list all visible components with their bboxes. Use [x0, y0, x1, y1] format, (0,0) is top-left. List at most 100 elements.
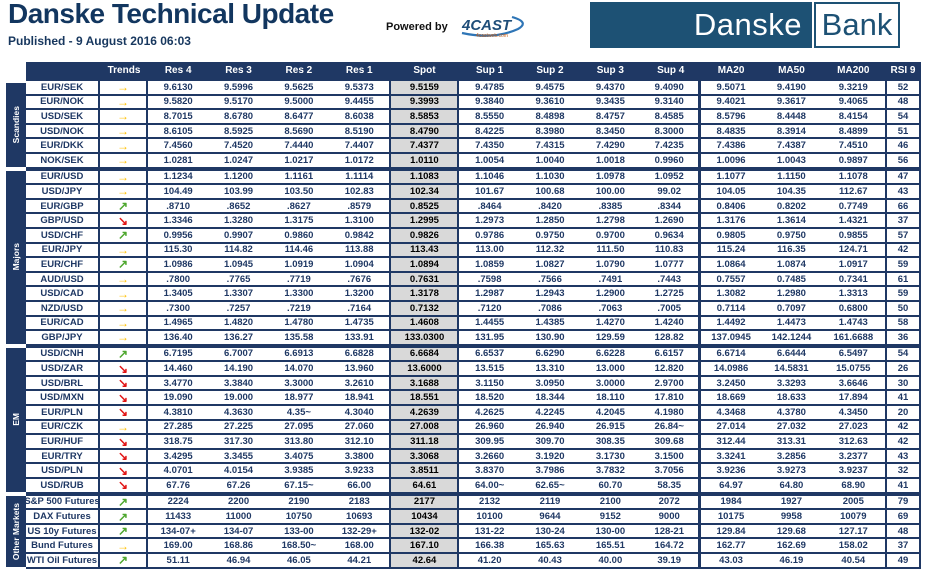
- cell-sup-1: .8464: [477, 200, 502, 212]
- cell-sup-2: 0.9750: [535, 229, 565, 241]
- cell-ma200: 158.02: [838, 540, 868, 552]
- table-row-eur-dkk: EUR/DKK → 7.4560 7.4520 7.4440 7.4407 7.4377 7.…: [26, 139, 921, 154]
- cell-res-2: 4.35~: [286, 406, 311, 418]
- cell-ma20: 7.4386: [716, 140, 746, 152]
- cell-res-3: 1.0247: [224, 154, 254, 166]
- cell-ma20: 1.3082: [716, 288, 746, 300]
- cell-ma200: 0.9897: [838, 154, 868, 166]
- cell-res-1: 168.00: [344, 540, 374, 552]
- trend-right-arrow-icon: →: [100, 153, 148, 167]
- cell-res-1: 102.83: [344, 185, 374, 197]
- cell-sup-1: 309.95: [475, 436, 505, 448]
- cell-res-2: 168.50~: [281, 540, 317, 552]
- instrument-label: USD/SEK: [26, 110, 100, 123]
- cell-ma200: 8.4899: [838, 125, 868, 137]
- cell-res-4: 104.49: [163, 185, 193, 197]
- table-row-aud-usd: AUD/USD → .7800 .7765 .7719 .7676 0.7631 .7598.…: [26, 272, 921, 288]
- cell-ma200: 161.6688: [833, 331, 874, 343]
- cell-res-4: 7.4560: [163, 140, 193, 152]
- cell-ma50: 1927: [780, 496, 802, 508]
- cell-spot: 9.5159: [389, 81, 460, 94]
- cell-ma200: 2005: [842, 496, 864, 508]
- cell-rsi-9: 30: [884, 376, 921, 390]
- cell-sup-3: 111.50: [596, 244, 625, 256]
- cell-sup-4: 9000: [641, 510, 701, 523]
- instrument-label: USD/CHF: [26, 228, 100, 242]
- cell-rsi-9: 36: [884, 331, 921, 344]
- instrument-label: S&P 500 Futures: [26, 495, 100, 509]
- cell-spot: 13.6000: [389, 362, 460, 375]
- cell-sup-3: 308.35: [595, 436, 625, 448]
- trend-right-arrow-icon: →: [100, 331, 148, 344]
- cell-res-3: .7257: [226, 302, 251, 314]
- cell-res-3: 7.4520: [224, 140, 254, 152]
- cell-ma200: 7.4510: [838, 140, 868, 152]
- cell-ma200: 1.0917: [838, 258, 868, 270]
- cell-sup-1: 41.20: [477, 554, 502, 566]
- cell-ma20: 4.3468: [716, 406, 746, 418]
- cell-res-2: 9.5625: [284, 81, 314, 93]
- cell-sup-1: 26.960: [475, 421, 505, 433]
- cell-rsi-9: 20: [884, 406, 921, 419]
- trend-right-arrow-icon: →: [100, 301, 148, 315]
- trend-down-arrow-icon: ↘: [100, 362, 148, 375]
- instrument-label: USD/MXN: [26, 391, 100, 405]
- cell-sup-2: 62.65~: [535, 479, 565, 491]
- cell-res-1: 133.91: [344, 331, 374, 343]
- cell-sup-2: 309.70: [535, 436, 565, 448]
- cell-sup-1: 10100: [476, 511, 503, 523]
- cell-spot: 102.34: [389, 185, 460, 198]
- cell-ma20: 3.2450: [716, 377, 746, 389]
- trend-up-arrow-icon: ↗: [100, 554, 148, 567]
- cell-res-4: 1.4965: [163, 317, 193, 329]
- cell-res-1: 2183: [348, 496, 370, 508]
- section-label: Scandies: [11, 106, 21, 144]
- cell-spot: 8.4790: [389, 124, 460, 138]
- cell-res-1: 1.0904: [344, 258, 374, 270]
- cell-res-1: 8.5190: [344, 125, 374, 137]
- cell-sup-3: 9152: [599, 511, 621, 523]
- trend-up-arrow-icon: ↗: [100, 258, 148, 271]
- cell-sup-3: 9.4370: [595, 81, 625, 93]
- section-sidebar-scandies: Scandies: [6, 83, 26, 167]
- cell-sup-1: 2132: [479, 496, 501, 508]
- cell-sup-3: 1.0790: [595, 258, 625, 270]
- cell-sup-2: 40.43: [538, 554, 562, 566]
- instrument-label: USD/RUB: [26, 479, 100, 492]
- cell-rsi-9: 32: [884, 464, 921, 478]
- cell-spot: 8.5853: [389, 110, 460, 123]
- cell-spot: 64.61: [389, 479, 460, 492]
- table-row-eur-pln: EUR/PLN ↘ 4.3810 4.3630 4.35~ 4.3040 4.2639 4.2…: [26, 406, 921, 421]
- trend-right-arrow-icon: →: [100, 420, 148, 434]
- instrument-label: EUR/JPY: [26, 243, 100, 257]
- cell-ma50: 6.6444: [776, 348, 806, 360]
- cell-sup-4: 39.19: [641, 554, 701, 567]
- cell-ma200: 3.2377: [838, 450, 868, 462]
- cell-ma20: 1984: [720, 496, 742, 508]
- cell-sup-3: 100.00: [595, 185, 625, 197]
- cell-res-2: 114.46: [284, 244, 314, 256]
- trend-up-arrow-icon: ↗: [100, 228, 148, 242]
- column-header-ma50: MA50: [778, 65, 805, 76]
- cell-ma20: 1.1077: [716, 171, 746, 183]
- cell-sup-1: 166.38: [475, 540, 505, 552]
- cell-ma20: 9.5071: [716, 81, 746, 93]
- cell-ma50: 46.19: [779, 554, 804, 566]
- cell-spot: 0.9826: [389, 228, 460, 242]
- cell-sup-2: 3.7986: [535, 465, 565, 477]
- cell-ma50: 1.4473: [776, 317, 806, 329]
- cell-ma20: 312.44: [716, 436, 746, 448]
- cell-ma20: 8.4835: [716, 125, 746, 137]
- cell-sup-1: 131-22: [474, 525, 505, 537]
- cell-ma20: 137.0945: [711, 331, 751, 343]
- cell-res-4: 1.3405: [163, 288, 193, 300]
- cell-ma50: 1.0874: [776, 258, 806, 270]
- cell-res-1: 10693: [346, 511, 373, 523]
- section-rows: USD/CNH ↗ 6.7195 6.7007 6.6913 6.6828 6.6684 6.…: [26, 345, 921, 494]
- trend-up-arrow-icon: ↗: [100, 495, 148, 509]
- cell-spot: 2177: [389, 495, 460, 509]
- cell-sup-4: 110.83: [641, 243, 701, 257]
- cell-ma50: 1.0043: [776, 154, 806, 166]
- cell-ma50: 142.1244: [771, 331, 812, 343]
- cell-ma200: 1.4743: [838, 317, 868, 329]
